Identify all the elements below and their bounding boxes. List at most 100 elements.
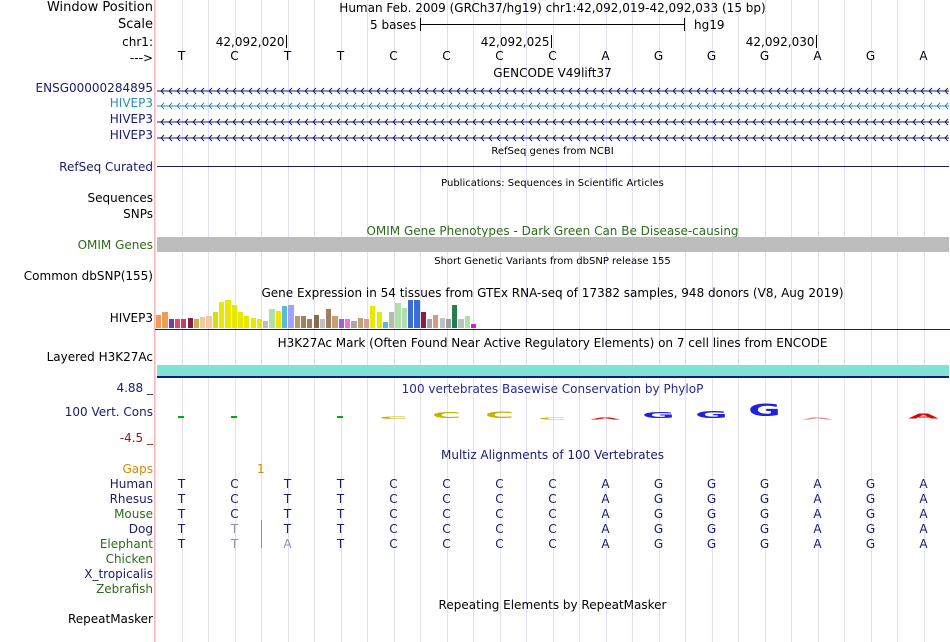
gtex-tissue-bar[interactable] — [275, 310, 281, 328]
gtex-tissue-bar[interactable] — [420, 312, 426, 328]
gtex-tissue-bar[interactable] — [363, 319, 370, 328]
gtex-tissue-bar[interactable] — [288, 304, 294, 328]
species-label[interactable]: Zebrafish — [96, 582, 153, 596]
gtex-tissue-bar[interactable] — [439, 317, 445, 328]
gtex-tissue-bar[interactable] — [156, 314, 162, 328]
gtex-tissue-bar[interactable] — [370, 306, 376, 328]
omim-gene-bar[interactable] — [157, 237, 949, 252]
strand-arrow — [736, 87, 741, 95]
strand-arrow — [208, 87, 213, 95]
gtex-tissue-bar[interactable] — [263, 320, 269, 328]
gtex-tissue-bar[interactable] — [162, 312, 168, 328]
species-label[interactable]: Dog — [128, 522, 153, 536]
gtex-tissue-bar[interactable] — [357, 317, 363, 328]
gtex-tissue-bar[interactable] — [395, 303, 401, 328]
gtex-tissue-bar[interactable] — [181, 319, 187, 328]
strand-arrow — [448, 102, 453, 110]
gene-label-ensg[interactable]: ENSG00000284895 — [35, 81, 153, 95]
strand-arrow — [184, 87, 189, 95]
gtex-tissue-bar[interactable] — [237, 312, 244, 328]
gtex-tissue-bar[interactable] — [193, 319, 200, 328]
strand-arrow — [824, 87, 829, 95]
refseq-gene-line[interactable] — [157, 166, 949, 167]
gtex-tissue-bar[interactable] — [187, 317, 193, 328]
h3k27ac-baseline — [157, 376, 949, 378]
species-label[interactable]: Human — [109, 477, 153, 491]
gtex-tissue-bar[interactable] — [219, 301, 225, 328]
alignment-base: C — [442, 477, 451, 491]
conservation-glyph: C — [537, 417, 568, 421]
gtex-tissue-bar[interactable] — [200, 316, 206, 328]
gtex-tissue-bar[interactable] — [326, 309, 332, 328]
gtex-tissue-bar[interactable] — [244, 315, 250, 328]
gtex-tissue-bar[interactable] — [471, 323, 477, 328]
strand-arrow — [424, 102, 429, 110]
gtex-tissue-bar[interactable] — [408, 300, 414, 328]
gtex-tissue-bar[interactable] — [269, 309, 275, 328]
gtex-tissue-bar[interactable] — [250, 317, 256, 328]
strand-arrow — [728, 134, 733, 142]
gtex-tissue-bar[interactable] — [174, 318, 181, 328]
gtex-tissue-bar[interactable] — [376, 312, 382, 328]
gtex-tissue-bar[interactable] — [445, 319, 452, 328]
gtex-tissue-bar[interactable] — [414, 300, 420, 328]
refseq-track-title: RefSeq genes from NCBI — [491, 146, 614, 157]
gtex-tissue-bar[interactable] — [168, 319, 174, 328]
gtex-tissue-bar[interactable] — [464, 316, 470, 328]
gene-hivep3-3-feature[interactable] — [157, 131, 949, 142]
gtex-tissue-bar[interactable] — [212, 312, 218, 328]
strand-arrow — [656, 87, 661, 95]
gene-hivep3-1-feature[interactable] — [157, 99, 949, 110]
strand-arrow — [544, 102, 549, 110]
refseq-label[interactable]: RefSeq Curated — [59, 160, 153, 174]
gtex-tissue-bar[interactable] — [433, 314, 439, 328]
gaps-label[interactable]: Gaps — [122, 462, 153, 476]
conservation-base-logo — [165, 400, 198, 424]
gtex-tissue-bar[interactable] — [300, 315, 307, 328]
gtex-tissue-bar[interactable] — [338, 319, 344, 328]
sequences-label[interactable]: Sequences — [87, 191, 153, 205]
species-label[interactable]: Chicken — [105, 552, 153, 566]
gtex-tissue-bar[interactable] — [345, 319, 351, 328]
gtex-tissue-bar[interactable] — [307, 319, 313, 328]
h3k27ac-label[interactable]: Layered H3K27Ac — [46, 350, 153, 364]
cons-label[interactable]: 100 Vert. Cons — [64, 405, 153, 419]
reference-base: A — [919, 49, 928, 63]
dbsnp-label[interactable]: Common dbSNP(155) — [23, 269, 153, 283]
gene-label-hivep3-1[interactable]: HIVEP3 — [109, 96, 153, 110]
alignment-base: G — [706, 522, 717, 536]
strand-arrow — [376, 134, 381, 142]
gtex-bar-chart[interactable] — [156, 299, 536, 328]
gtex-tissue-bar[interactable] — [231, 304, 237, 328]
repeatmasker-label[interactable]: RepeatMasker — [67, 612, 153, 626]
gtex-tissue-bar[interactable] — [319, 319, 326, 328]
gtex-tissue-bar[interactable] — [225, 300, 231, 328]
gtex-tissue-bar[interactable] — [458, 319, 464, 328]
gtex-tissue-bar[interactable] — [294, 316, 300, 328]
gtex-tissue-bar[interactable] — [206, 316, 212, 328]
gtex-tissue-bar[interactable] — [401, 307, 407, 328]
gtex-tissue-bar[interactable] — [389, 312, 395, 328]
gtex-tissue-bar[interactable] — [332, 316, 338, 328]
gtex-tissue-bar[interactable] — [282, 306, 288, 328]
gene-ensg-feature[interactable] — [157, 84, 949, 95]
gene-label-hivep3-2[interactable]: HIVEP3 — [109, 112, 153, 126]
h3k27ac-signal[interactable] — [157, 365, 949, 376]
gtex-tissue-bar[interactable] — [351, 320, 357, 328]
gene-hivep3-2-feature[interactable] — [157, 115, 949, 126]
snps-label[interactable]: SNPs — [123, 207, 153, 221]
gtex-tissue-bar[interactable] — [452, 304, 458, 328]
omim-label[interactable]: OMIM Genes — [77, 238, 153, 252]
gtex-tissue-bar[interactable] — [426, 319, 433, 328]
gene-label-hivep3-3[interactable]: HIVEP3 — [109, 128, 153, 142]
gtex-gene-label[interactable]: HIVEP3 — [109, 311, 153, 325]
species-label[interactable]: Mouse — [114, 507, 153, 521]
gtex-tissue-bar[interactable] — [256, 319, 263, 328]
species-label[interactable]: Elephant — [99, 537, 153, 551]
gtex-tissue-bar[interactable] — [313, 314, 319, 328]
species-label[interactable]: X_tropicalis — [84, 567, 153, 581]
species-label[interactable]: Rhesus — [109, 492, 153, 506]
gtex-tissue-bar[interactable] — [382, 322, 389, 328]
alignment-base: T — [283, 492, 292, 506]
